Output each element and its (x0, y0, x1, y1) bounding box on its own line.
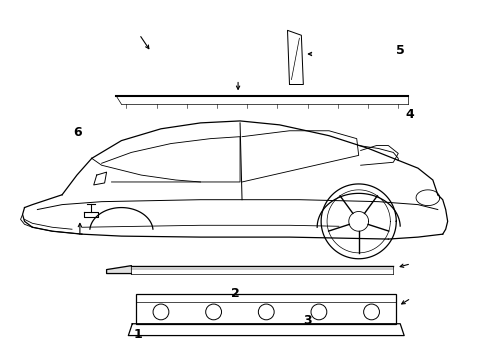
Text: 6: 6 (74, 126, 82, 139)
Text: 5: 5 (395, 44, 404, 57)
Text: 2: 2 (231, 287, 240, 300)
Polygon shape (107, 266, 131, 274)
Bar (136, 294, 396, 324)
Text: 4: 4 (405, 108, 414, 121)
Text: 3: 3 (304, 314, 312, 327)
Text: 1: 1 (134, 328, 143, 341)
